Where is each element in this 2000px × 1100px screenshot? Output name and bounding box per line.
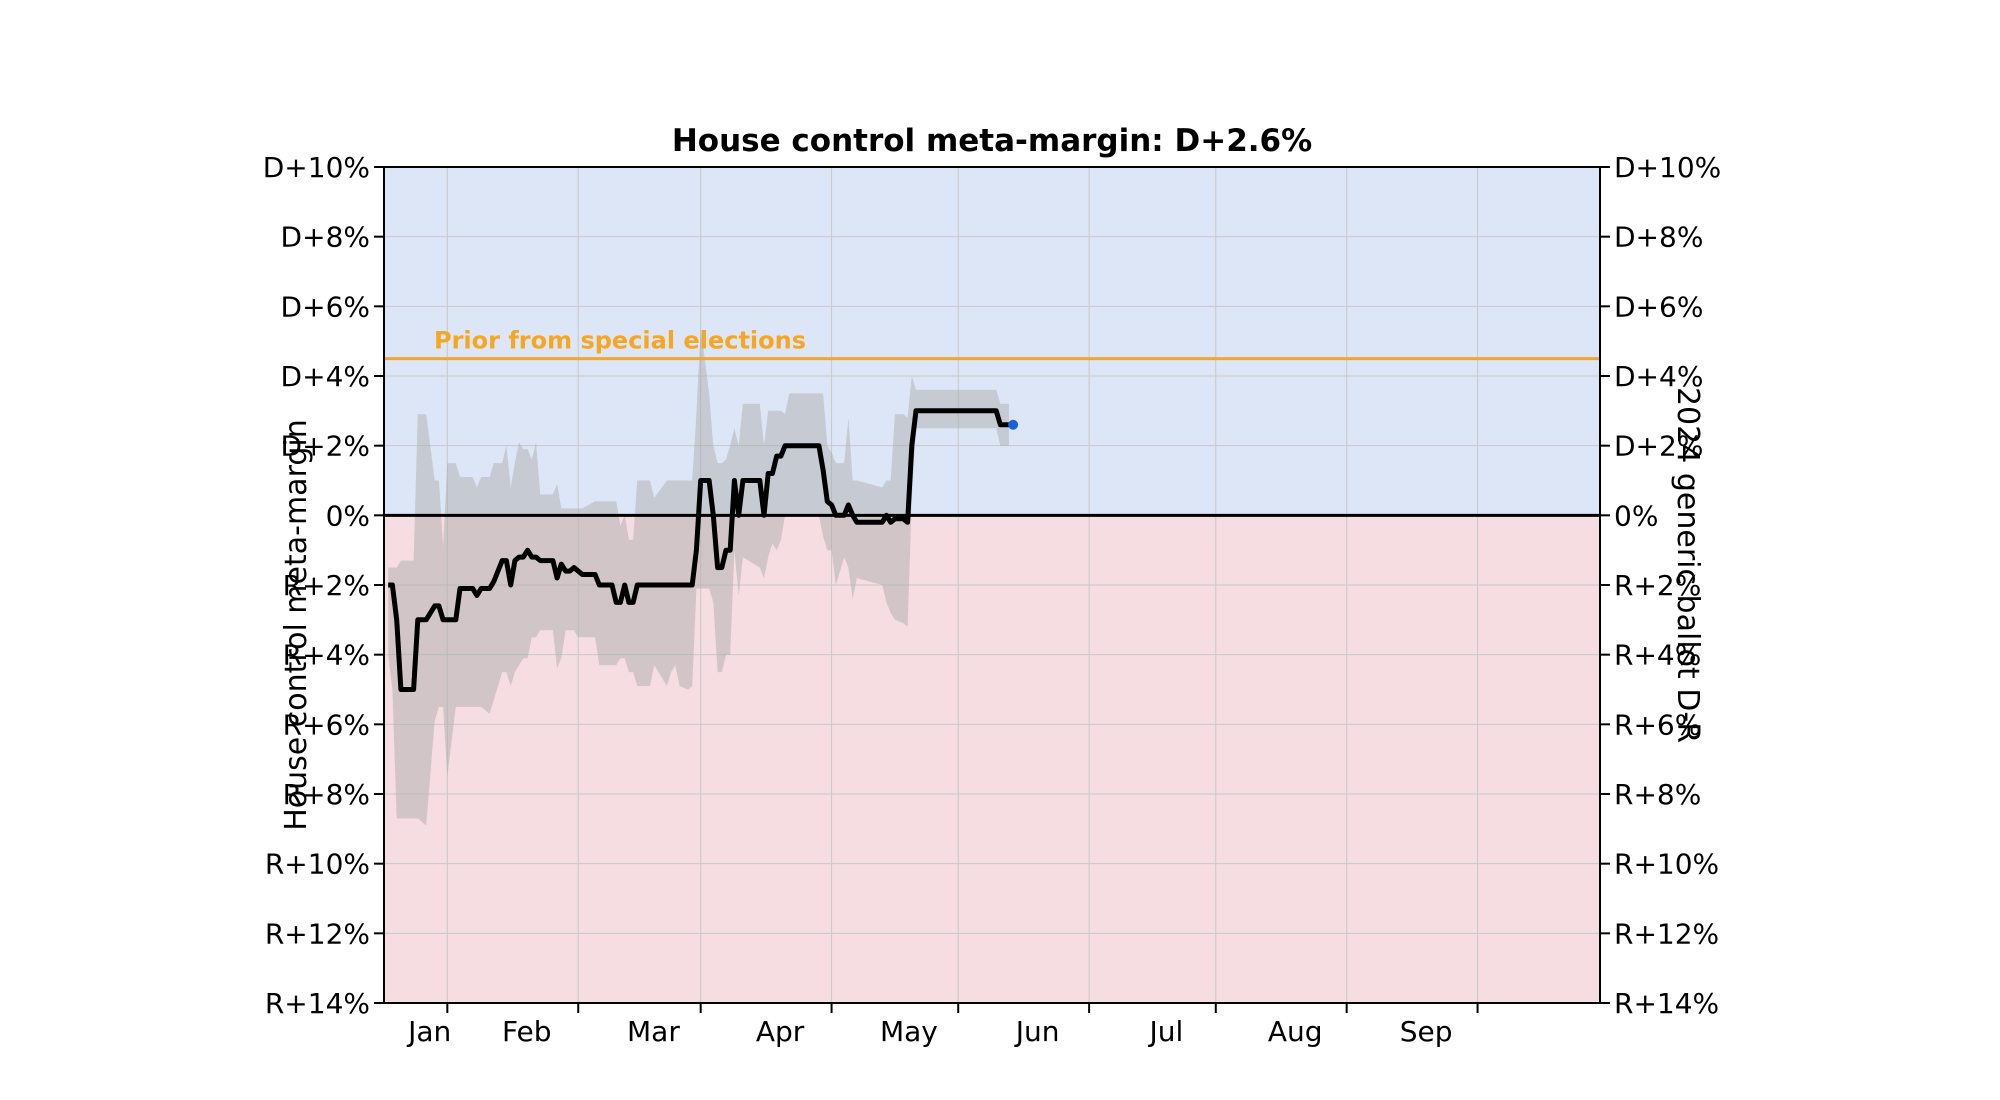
right-tick-label: D+2% — [1614, 430, 1703, 463]
current-point-group — [1008, 419, 1019, 430]
x-tick-label: Aug — [1268, 1015, 1323, 1048]
right-tick-label: R+4% — [1614, 639, 1701, 672]
right-tick-label: R+10% — [1614, 848, 1719, 881]
y-axis-label-right: 2024 generic ballot D-R — [1670, 387, 1705, 743]
left-tick-label: D+4% — [281, 360, 370, 393]
x-tick-label: May — [880, 1015, 938, 1048]
prior-label: Prior from special elections — [434, 327, 806, 355]
left-tick-label: R+6% — [283, 708, 370, 741]
meta-margin-line — [388, 408, 1009, 692]
left-tick-label: R+10% — [265, 848, 370, 881]
left-y-axis: D+10% D+8% D+6% D+4% D+2% 0% R+2% R+4% R+6% R+8% R… — [263, 151, 384, 1020]
background-regions — [384, 167, 1600, 1003]
right-y-axis: D+10% D+8% D+6% D+4% D+2% 0% R+2% R+4% R+6% R+8% R… — [1600, 151, 1721, 1020]
left-tick-label: D+10% — [263, 151, 370, 184]
right-tick-label: R+12% — [1614, 917, 1719, 950]
uncertainty-band-area — [388, 327, 1009, 826]
left-tick-label: R+14% — [265, 987, 370, 1020]
right-tick-label: D+6% — [1614, 290, 1703, 323]
x-tick-label: Apr — [756, 1015, 805, 1048]
left-tick-label: R+2% — [283, 569, 370, 602]
left-tick-label: D+8% — [281, 221, 370, 254]
x-tick-label: Jul — [1148, 1015, 1184, 1048]
left-tick-label: R+8% — [283, 778, 370, 811]
right-tick-label: R+14% — [1614, 987, 1719, 1020]
current-value-point — [1008, 419, 1019, 430]
left-tick-label: R+4% — [283, 639, 370, 672]
left-tick-label: 0% — [326, 499, 370, 532]
x-tick-label: Feb — [502, 1015, 552, 1048]
rep-region — [384, 515, 1600, 1003]
right-tick-label: R+2% — [1614, 569, 1701, 602]
left-tick-label: D+6% — [281, 290, 370, 323]
right-tick-label: D+10% — [1614, 151, 1721, 184]
x-axis: Jan Feb Mar Apr May Jun Jul Aug Sep — [406, 1003, 1479, 1048]
right-tick-label: D+4% — [1614, 360, 1703, 393]
x-tick-label: Sep — [1400, 1015, 1453, 1048]
x-tick-label: Jan — [406, 1015, 451, 1048]
meta-margin-series — [388, 408, 1009, 692]
x-tick-label: Mar — [627, 1015, 680, 1048]
prior-line-group: Prior from special elections — [384, 327, 1600, 361]
left-tick-label: R+12% — [265, 917, 370, 950]
y-axis-label-left: House control meta-margin — [279, 419, 314, 831]
right-tick-label: D+8% — [1614, 221, 1703, 254]
right-tick-label: R+6% — [1614, 708, 1701, 741]
uncertainty-band — [388, 327, 1009, 826]
right-tick-label: R+8% — [1614, 778, 1701, 811]
right-tick-label: 0% — [1614, 499, 1658, 532]
dem-region — [384, 167, 1600, 516]
left-tick-label: D+2% — [281, 430, 370, 463]
chart-title: House control meta-margin: D+2.6% — [672, 123, 1312, 159]
x-tick-label: Jun — [1014, 1015, 1060, 1048]
